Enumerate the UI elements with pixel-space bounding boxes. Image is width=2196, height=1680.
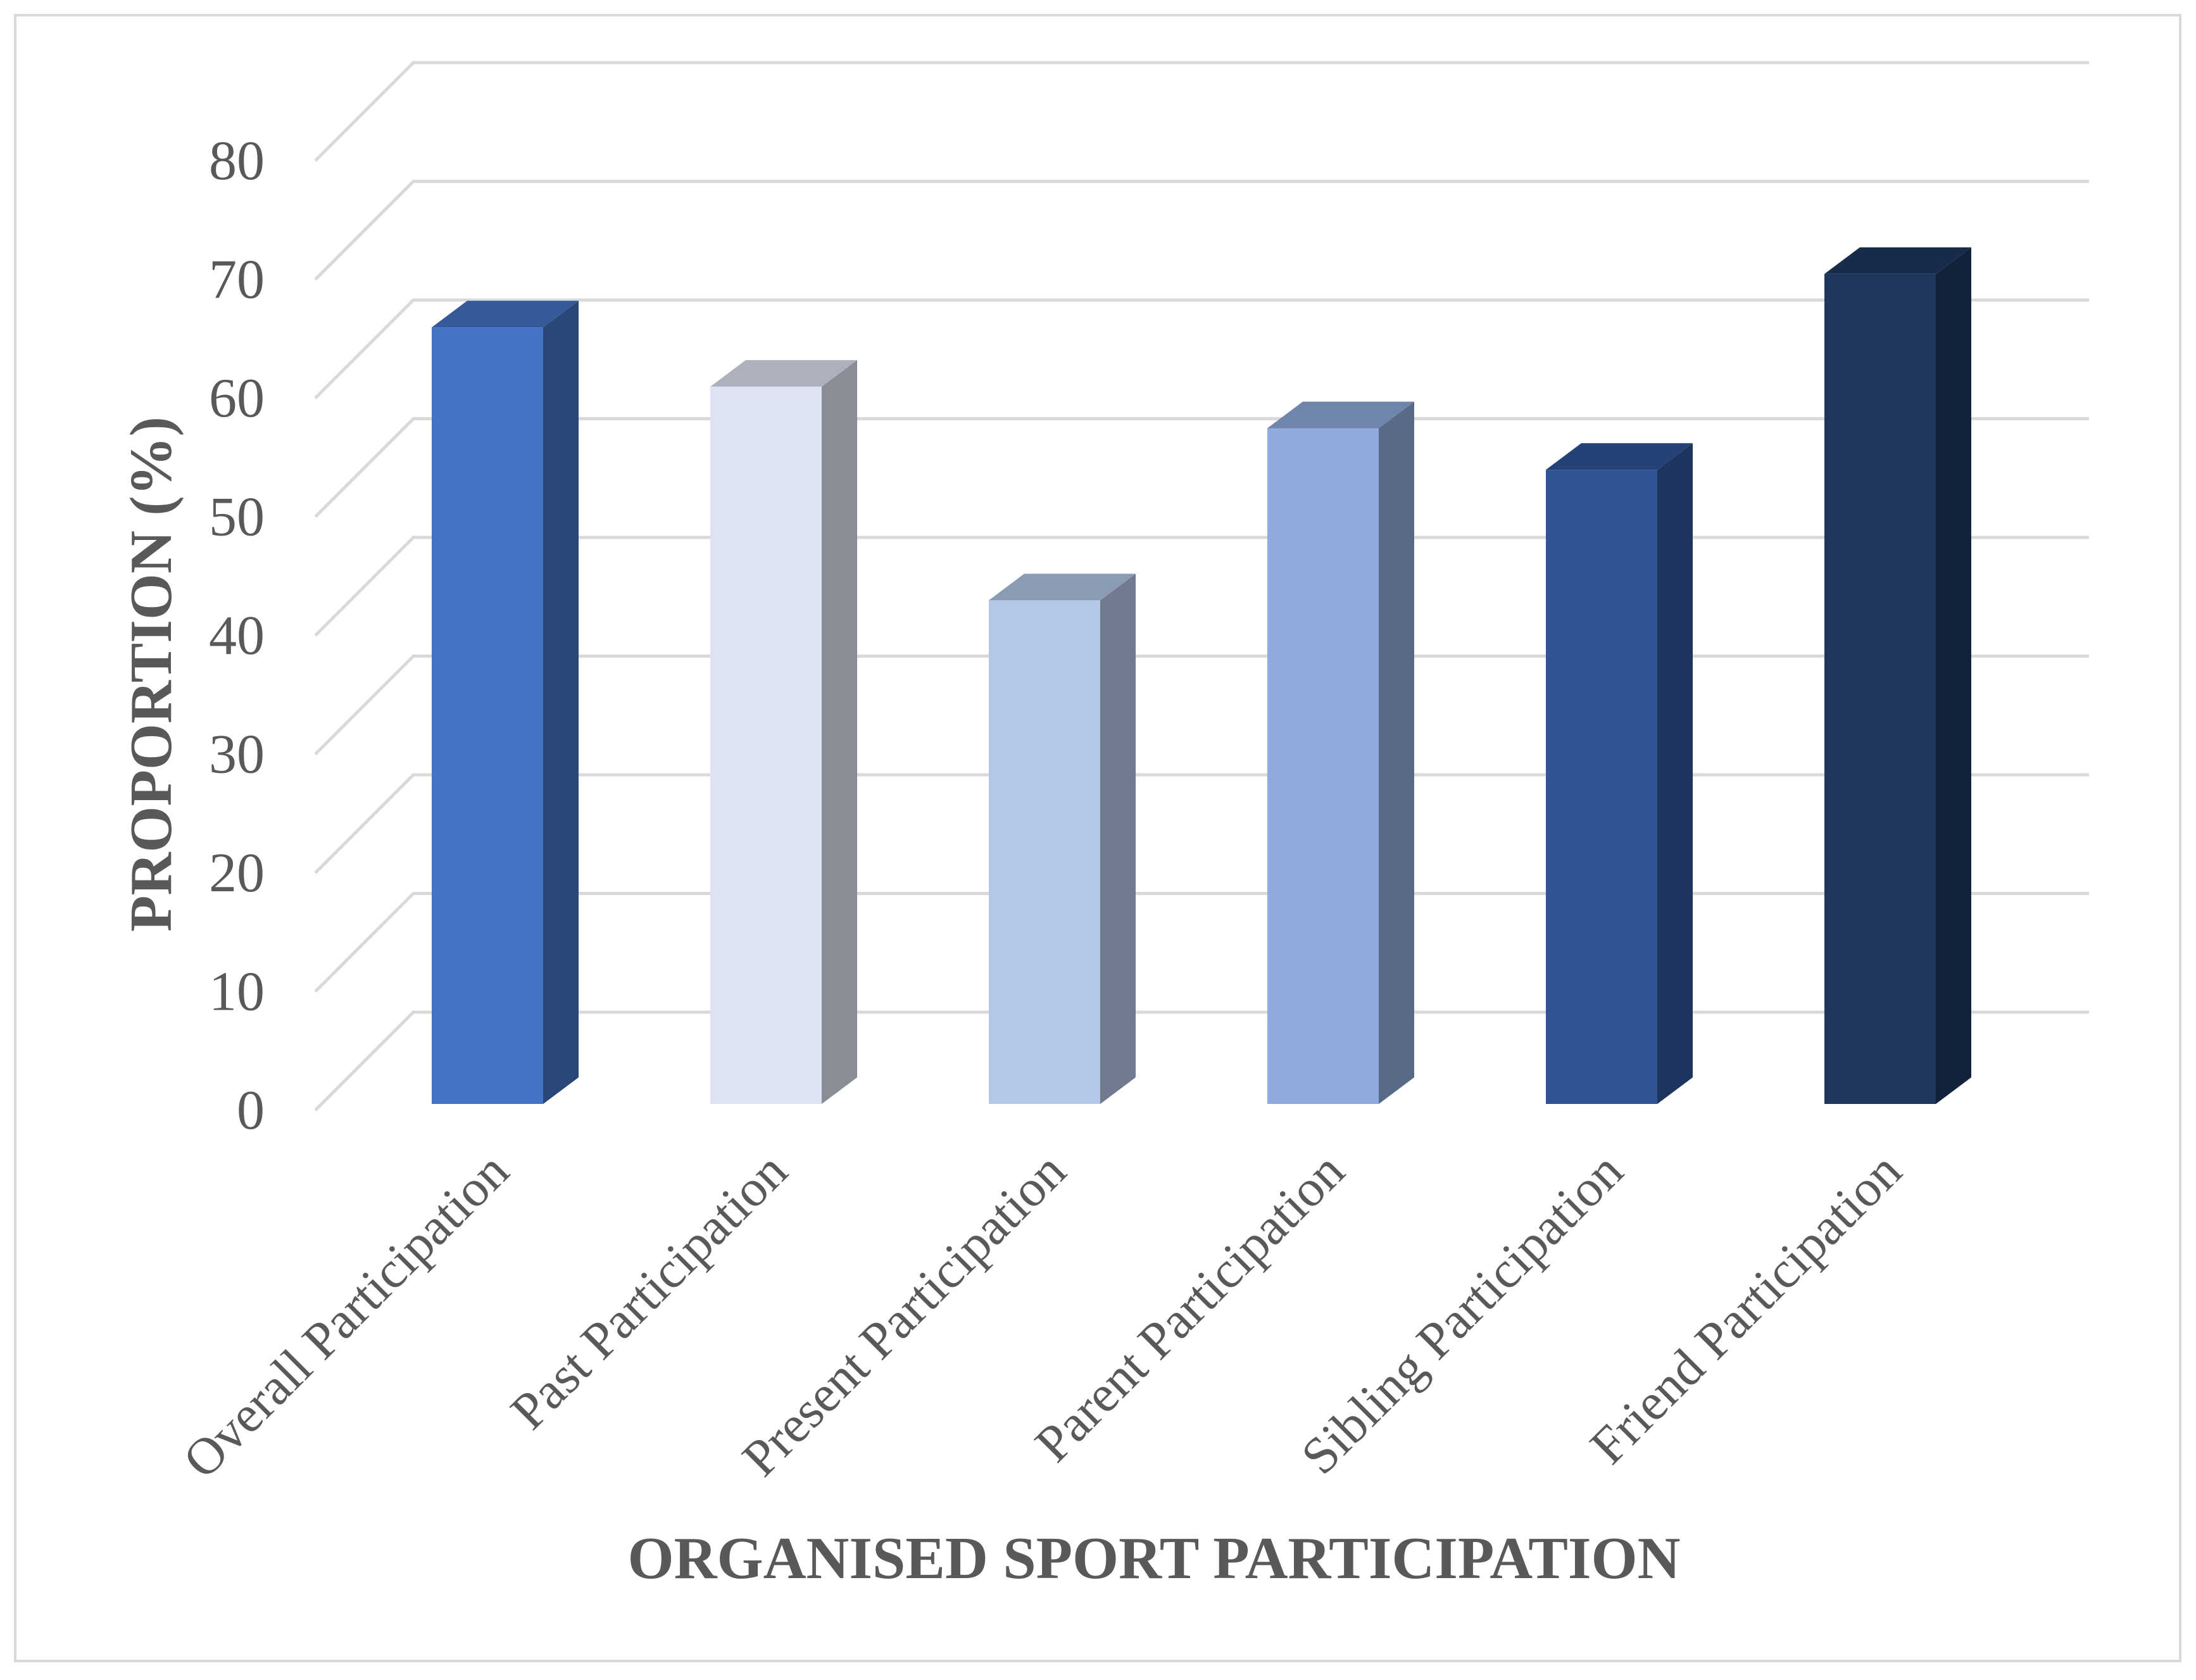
bar-top — [989, 574, 1136, 601]
bars — [432, 247, 1971, 1104]
bar-top — [1824, 247, 1971, 274]
bar-side — [1657, 443, 1693, 1104]
gridline — [314, 180, 2089, 281]
bar-side — [1379, 401, 1414, 1104]
bar-side — [1100, 574, 1136, 1104]
x-axis-label: ORGANISED SPORT PARTICIPATION — [628, 1526, 1681, 1591]
gridline — [314, 655, 2089, 756]
bar-top — [1267, 401, 1414, 429]
bar-front — [1267, 428, 1379, 1104]
bar-front — [432, 327, 543, 1104]
bar-side — [1936, 247, 1971, 1104]
bar-top — [1546, 443, 1693, 470]
y-tick-label: 40 — [209, 605, 265, 667]
bar-side — [543, 301, 579, 1104]
y-axis-ticks: 0 10 20 30 40 50 60 70 80 — [209, 130, 265, 1141]
y-tick-label: 50 — [209, 487, 265, 548]
bar — [989, 574, 1136, 1104]
gridlines — [314, 61, 2089, 1112]
y-axis-label: PROPORTION (%) — [118, 417, 184, 932]
bar-front — [710, 386, 822, 1104]
bar-front — [1824, 273, 1936, 1104]
bar-top — [710, 360, 857, 387]
y-tick-label: 80 — [209, 130, 265, 192]
gridline — [314, 773, 2089, 874]
gridline — [314, 61, 2089, 162]
bar-front — [989, 600, 1100, 1104]
gridline — [314, 417, 2089, 518]
y-tick-label: 30 — [209, 724, 265, 786]
bar — [1824, 247, 1971, 1104]
y-tick-label: 0 — [237, 1080, 265, 1141]
y-tick-label: 20 — [209, 843, 265, 904]
bar — [710, 360, 857, 1104]
bar-top — [432, 301, 579, 328]
gridline — [314, 536, 2089, 637]
bar — [1267, 401, 1414, 1104]
y-tick-label: 60 — [209, 368, 265, 429]
bar-side — [822, 360, 857, 1104]
gridline — [314, 892, 2089, 993]
y-tick-label: 10 — [209, 962, 265, 1023]
bar-front — [1546, 470, 1657, 1104]
gridline — [314, 1010, 2089, 1112]
bar — [1546, 443, 1693, 1104]
y-tick-label: 70 — [209, 249, 265, 311]
gridline — [314, 298, 2089, 399]
bar — [432, 301, 579, 1104]
